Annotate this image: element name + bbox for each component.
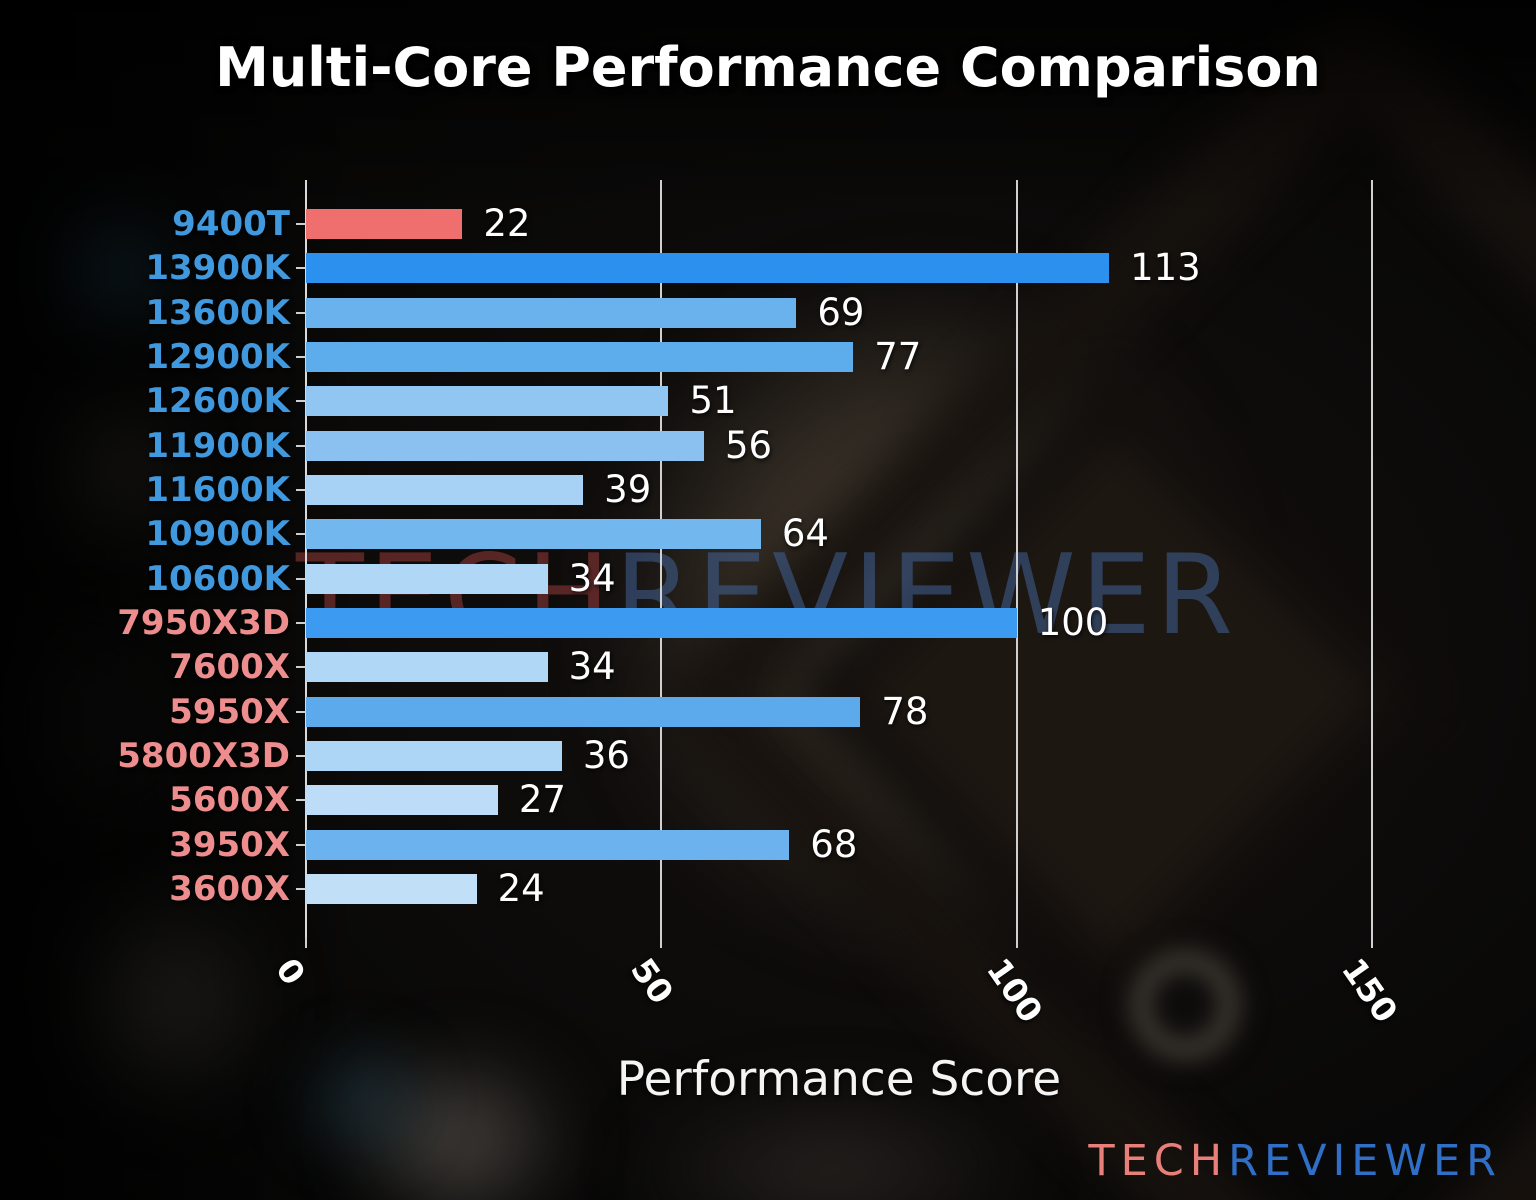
bar-10600k — [306, 563, 548, 594]
bar-5600x — [306, 785, 498, 816]
bar-value-label: 77 — [874, 334, 922, 378]
bar-value-label: 113 — [1130, 246, 1201, 290]
y-tick-label-5600x: 5600X — [169, 780, 290, 821]
y-tick-label-12600k: 12600K — [145, 381, 290, 422]
bar-13600k — [306, 297, 797, 328]
y-tick-label-12900k: 12900K — [145, 336, 290, 377]
y-tick-mark — [296, 887, 306, 890]
y-tick-label-13600k: 13600K — [145, 292, 290, 333]
y-axis-line — [305, 180, 307, 937]
brand-logo-tech: TECH — [1088, 1136, 1229, 1186]
y-tick-label-13900k: 13900K — [145, 248, 290, 289]
y-tick-label-11900k: 11900K — [145, 425, 290, 466]
bar-value-label: 68 — [810, 822, 858, 866]
x-tick-label: 100 — [978, 951, 1051, 1030]
x-tick-label: 0 — [268, 951, 314, 993]
bar-10900k — [306, 519, 761, 550]
y-tick-label-10900k: 10900K — [145, 514, 290, 555]
y-tick-label-9400t: 9400T — [172, 204, 290, 244]
bar-value-label: 51 — [689, 379, 737, 423]
y-tick-label-7600x: 7600X — [169, 647, 290, 688]
bar-11600k — [306, 474, 584, 505]
y-tick-mark — [296, 754, 306, 757]
bar-11900k — [306, 430, 704, 461]
bar-value-label: 24 — [497, 866, 545, 910]
bar-value-label: 100 — [1037, 600, 1109, 644]
bar-value-label: 34 — [568, 556, 616, 600]
y-tick-label-3600x: 3600X — [169, 868, 290, 909]
x-tick-mark — [1015, 937, 1018, 948]
x-tick-mark — [1371, 937, 1374, 948]
bar-13900k — [306, 253, 1110, 284]
x-tick-label: 150 — [1334, 951, 1406, 1030]
y-tick-mark — [296, 311, 306, 314]
y-tick-mark — [296, 400, 306, 403]
bar-value-label: 27 — [518, 778, 566, 822]
gridline — [1015, 180, 1018, 937]
y-tick-label-11600k: 11600K — [145, 469, 290, 510]
gridline — [1371, 180, 1374, 937]
bar-value-label: 56 — [725, 423, 773, 467]
y-tick-mark — [296, 533, 306, 536]
y-tick-mark — [296, 267, 306, 270]
bar-12900k — [306, 341, 854, 372]
y-tick-mark — [296, 223, 306, 225]
brand-logo-reviewer: REVIEWER — [1228, 1136, 1502, 1186]
y-tick-mark — [296, 799, 306, 802]
bar-value-label: 78 — [881, 689, 929, 733]
y-tick-label-5950x: 5950X — [169, 691, 290, 732]
chart-title: Multi-Core Performance Comparison — [215, 36, 1321, 99]
y-axis-labels: 9400T 13900K 13600K 12900K 12600K 11900K 11600… — [0, 180, 290, 937]
y-tick-label-7950x3d: 7950X3D — [117, 602, 290, 643]
y-tick-mark — [296, 843, 306, 846]
x-tick-mark — [305, 937, 307, 948]
y-tick-mark — [296, 577, 306, 580]
bar-value-label: 22 — [483, 202, 531, 245]
x-tick-label: 50 — [623, 951, 682, 1011]
bar-5950x — [306, 696, 861, 727]
bar-value-label: 69 — [817, 290, 865, 334]
bar-12600k — [306, 386, 669, 417]
y-tick-mark — [296, 488, 306, 491]
bar-3600x — [306, 873, 477, 904]
bar-9400t — [306, 209, 463, 239]
y-tick-label-3950x: 3950X — [169, 824, 290, 865]
y-tick-mark — [296, 710, 306, 713]
y-tick-mark — [296, 666, 306, 669]
bar-7950x3d — [306, 607, 1017, 638]
bar-7600x — [306, 652, 548, 683]
gridline — [660, 180, 663, 937]
brand-logo: TECHREVIEWER — [1088, 1136, 1502, 1186]
y-tick-label-10600k: 10600K — [145, 558, 290, 599]
x-axis-title: Performance Score — [616, 1052, 1062, 1107]
bar-value-label: 36 — [582, 733, 630, 777]
y-tick-label-5800x3d: 5800X3D — [117, 735, 290, 776]
bar-value-label: 39 — [604, 467, 652, 511]
bar-value-label: 64 — [781, 512, 829, 556]
y-tick-mark — [296, 621, 306, 624]
plot-area: 0 50 100 150 22 113 69 77 51 56 39 64 34 100 34 78 36 27 6… — [268, 180, 1500, 1030]
y-tick-mark — [296, 355, 306, 358]
x-tick-mark — [660, 937, 663, 948]
bar-value-label: 34 — [568, 645, 616, 689]
bar-3950x — [306, 829, 790, 860]
y-tick-mark — [296, 444, 306, 447]
bar-5800x3d — [306, 740, 562, 771]
